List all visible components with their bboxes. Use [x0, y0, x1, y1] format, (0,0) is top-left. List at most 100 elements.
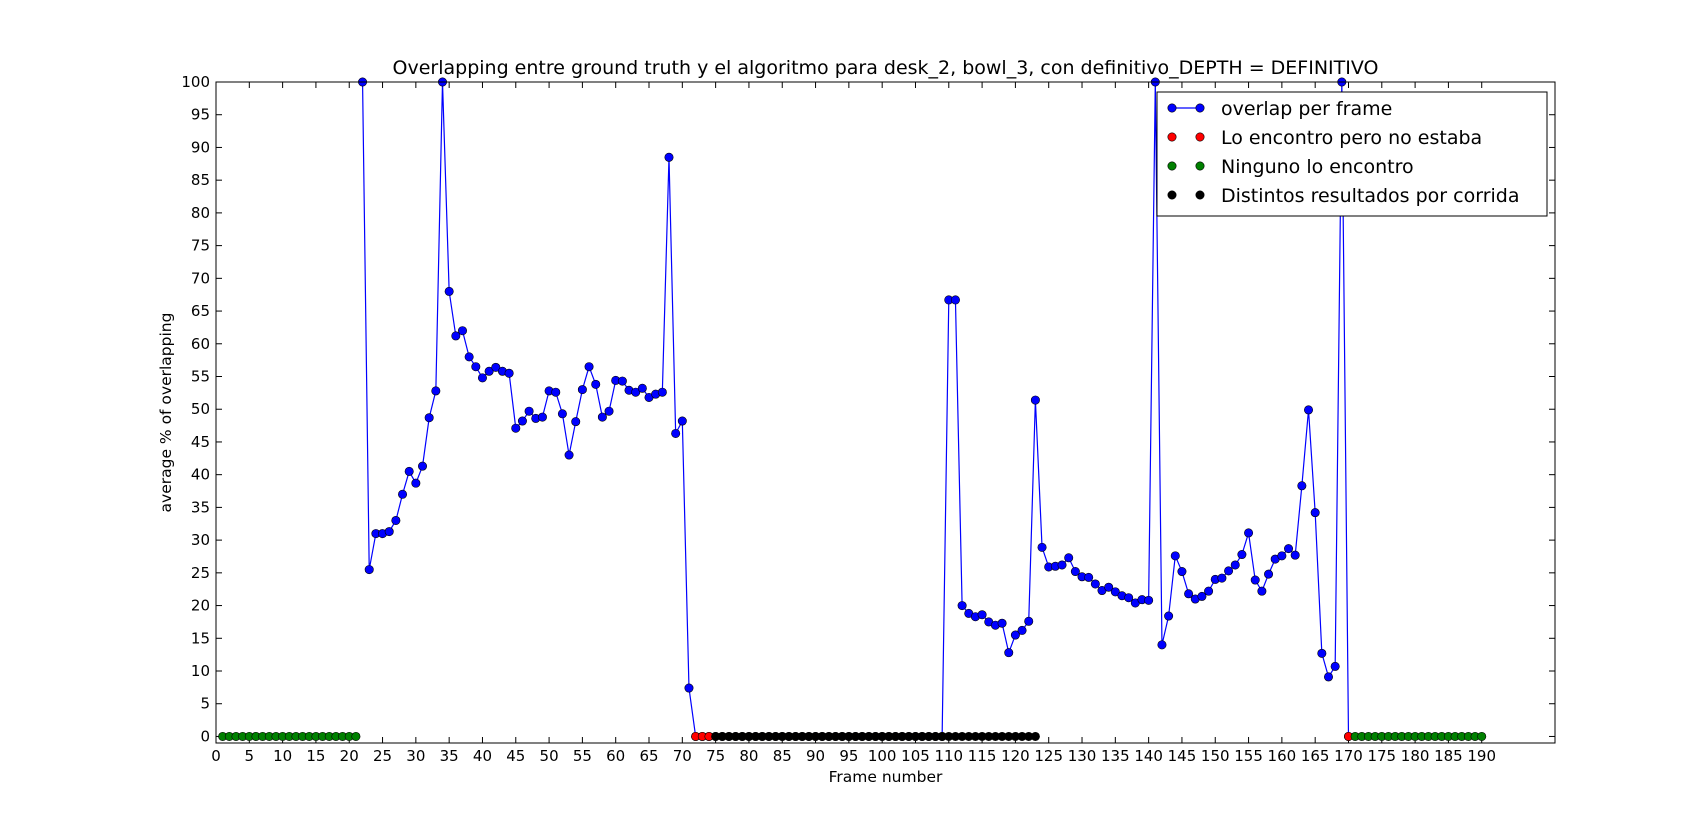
data-point	[1184, 589, 1194, 599]
legend-marker	[1195, 103, 1205, 113]
x-tick-label: 145	[1168, 747, 1197, 765]
x-tick-label: 165	[1301, 747, 1330, 765]
series-2	[218, 731, 1487, 741]
legend-item: Ninguno lo encontro	[1167, 156, 1414, 178]
legend: overlap per frame Lo encontro pero no est…	[1156, 91, 1548, 217]
data-point	[1057, 560, 1067, 570]
data-point	[431, 386, 441, 396]
y-tick-label: 30	[191, 531, 210, 549]
data-point	[398, 489, 408, 499]
data-point	[950, 295, 960, 305]
y-tick-label: 15	[191, 629, 210, 647]
data-point	[1304, 405, 1314, 415]
data-point	[1144, 595, 1154, 605]
y-tick-label: 85	[191, 171, 210, 189]
data-point	[557, 409, 567, 419]
y-tick-label: 5	[200, 695, 210, 713]
data-point	[351, 731, 361, 741]
data-point	[1217, 573, 1227, 583]
x-tick-label: 25	[373, 747, 392, 765]
data-point	[1284, 544, 1294, 554]
y-axis-label: average % of overlapping	[157, 313, 175, 513]
data-point	[1124, 593, 1134, 603]
y-tick-label: 20	[191, 597, 210, 615]
data-point	[577, 385, 587, 395]
data-point	[517, 416, 527, 426]
data-point	[504, 368, 514, 378]
data-point	[1197, 591, 1207, 601]
y-tick-label: 55	[191, 368, 210, 386]
series-1	[691, 731, 1353, 741]
x-tick-label: 65	[639, 747, 658, 765]
legend-item: Lo encontro pero no estaba	[1167, 127, 1482, 149]
data-point	[1030, 731, 1040, 741]
x-tick-label: 35	[440, 747, 459, 765]
legend-marker	[1167, 103, 1177, 113]
data-point	[584, 362, 594, 372]
x-tick-label: 170	[1334, 747, 1363, 765]
data-point	[364, 565, 374, 575]
data-point	[444, 286, 454, 296]
data-point	[604, 406, 614, 416]
data-point	[1477, 731, 1487, 741]
data-point	[1297, 481, 1307, 491]
series-3	[711, 731, 1040, 741]
x-tick-label: 80	[739, 747, 758, 765]
data-point	[1030, 395, 1040, 405]
plot-series	[218, 77, 1487, 741]
x-tick-label: 10	[273, 747, 292, 765]
legend-marker	[1167, 161, 1177, 171]
legend-item: overlap per frame	[1167, 98, 1392, 120]
data-point	[1084, 572, 1094, 582]
x-tick-label: 190	[1467, 747, 1496, 765]
legend-label: Lo encontro pero no estaba	[1221, 127, 1482, 149]
data-point	[1010, 630, 1020, 640]
data-point	[411, 478, 421, 488]
data-point	[684, 683, 694, 693]
x-tick-label: 150	[1201, 747, 1230, 765]
data-point	[1330, 661, 1340, 671]
data-point	[637, 383, 647, 393]
x-tick-label: 160	[1268, 747, 1297, 765]
data-point	[524, 406, 534, 416]
y-tick-label: 95	[191, 106, 210, 124]
legend-marker	[1167, 132, 1177, 142]
data-point	[597, 412, 607, 422]
data-point	[464, 352, 474, 362]
y-tick-label: 60	[191, 335, 210, 353]
data-point	[1157, 640, 1167, 650]
data-point	[484, 366, 494, 376]
x-tick-label: 30	[406, 747, 425, 765]
data-point	[1017, 625, 1027, 635]
x-tick-label: 125	[1034, 747, 1063, 765]
x-tick-label: 75	[706, 747, 725, 765]
data-point	[491, 362, 501, 372]
data-point	[1230, 560, 1240, 570]
legend-label: Distintos resultados por corrida	[1221, 185, 1520, 207]
x-tick-label: 90	[806, 747, 825, 765]
x-tick-label: 5	[245, 747, 255, 765]
x-tick-label: 115	[968, 747, 997, 765]
data-point	[671, 428, 681, 438]
data-point	[1024, 616, 1034, 626]
data-point	[391, 515, 401, 525]
legend-label: Ninguno lo encontro	[1221, 156, 1414, 178]
x-tick-label: 105	[901, 747, 930, 765]
data-point	[471, 362, 481, 372]
data-point	[1264, 569, 1274, 579]
data-point	[451, 331, 461, 341]
x-tick-label: 15	[306, 747, 325, 765]
y-tick-label: 45	[191, 433, 210, 451]
data-point	[1204, 586, 1214, 596]
y-tick-label: 75	[191, 237, 210, 255]
y-tick-label: 90	[191, 138, 210, 156]
data-point	[957, 601, 967, 611]
x-tick-label: 140	[1134, 747, 1163, 765]
data-point	[677, 416, 687, 426]
x-axis-label: Frame number	[829, 768, 943, 786]
data-point	[1290, 550, 1300, 560]
data-point	[1177, 567, 1187, 577]
legend-item: Distintos resultados por corrida	[1167, 185, 1520, 207]
data-point	[384, 527, 394, 537]
legend-marker	[1195, 132, 1205, 142]
